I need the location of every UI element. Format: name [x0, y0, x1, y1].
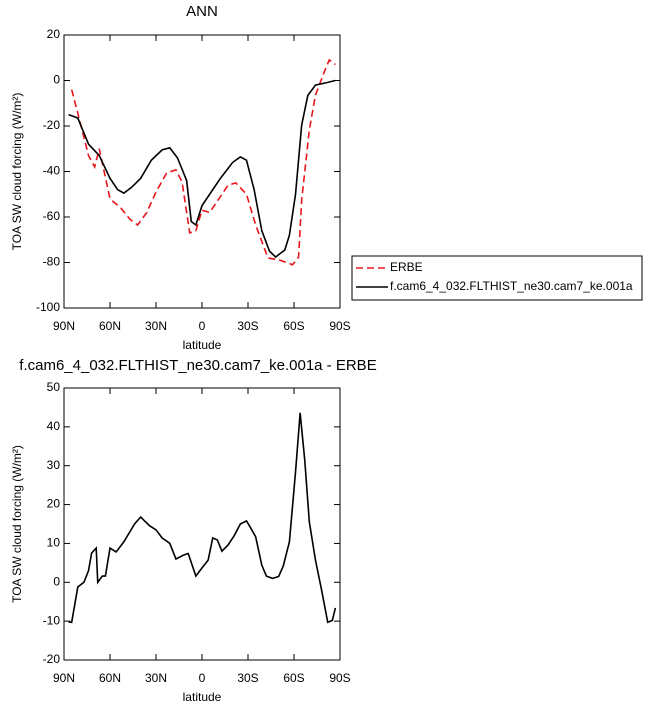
x-tick-label: 90N: [53, 319, 75, 333]
plot-frame: [63, 34, 341, 309]
chart-title: ANN: [186, 3, 218, 20]
y-tick-label: -20: [43, 118, 61, 132]
x-axis-label: latitude: [183, 338, 222, 352]
x-tick-label: 0: [199, 671, 206, 685]
y-tick-label: 40: [47, 419, 61, 433]
x-tick-label: 30N: [145, 671, 167, 685]
y-tick-label: 10: [47, 536, 61, 550]
y-tick-label: 50: [47, 380, 61, 394]
x-tick-label: 30S: [237, 319, 258, 333]
x-tick-label: 60N: [99, 319, 121, 333]
y-tick-label: 20: [47, 27, 61, 41]
y-tick-label: 0: [53, 574, 60, 588]
x-tick-label: 90S: [329, 671, 350, 685]
x-tick-label: 0: [199, 319, 206, 333]
y-tick-label: -40: [43, 164, 61, 178]
y-tick-label: -10: [43, 613, 61, 627]
legend-label: ERBE: [390, 260, 423, 274]
y-tick-label: -80: [43, 255, 61, 269]
x-tick-label: 60N: [99, 671, 121, 685]
y-tick-label: -100: [36, 300, 60, 314]
y-tick-label: 0: [53, 73, 60, 87]
legend-label: f.cam6_4_032.FLTHIST_ne30.cam7_ke.001a: [390, 279, 633, 293]
line-series: [70, 58, 336, 266]
x-tick-label: 90S: [329, 319, 350, 333]
x-tick-label: 90N: [53, 671, 75, 685]
x-tick-label: 60S: [283, 671, 304, 685]
line-series: [68, 412, 337, 624]
y-tick-label: 20: [47, 497, 61, 511]
y-tick-label: -20: [43, 652, 61, 666]
line-series: [68, 79, 336, 259]
x-axis-label: latitude: [183, 690, 222, 704]
x-tick-label: 30S: [237, 671, 258, 685]
x-tick-label: 30N: [145, 319, 167, 333]
y-tick-label: 30: [47, 458, 61, 472]
x-tick-label: 60S: [283, 319, 304, 333]
y-tick-label: -60: [43, 209, 61, 223]
y-axis-label: TOA SW cloud forcing (W/m²): [10, 445, 24, 603]
y-axis-label: TOA SW cloud forcing (W/m²): [10, 93, 24, 251]
chart-title: f.cam6_4_032.FLTHIST_ne30.cam7_ke.001a -…: [19, 357, 376, 374]
legend-box: [351, 255, 643, 301]
